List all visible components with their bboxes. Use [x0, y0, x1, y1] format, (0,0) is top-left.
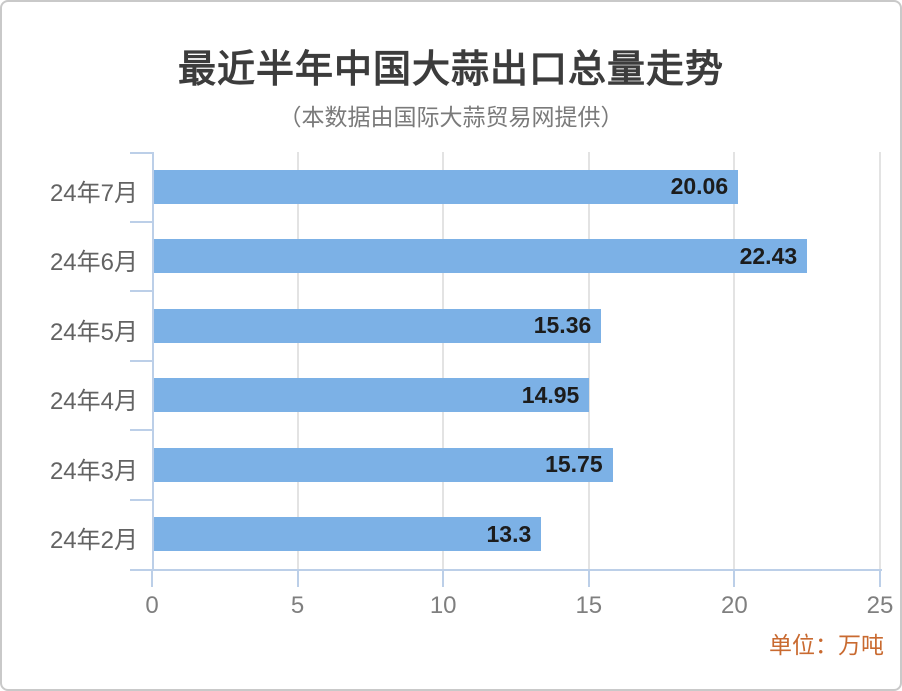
x-axis-tick-label: 20: [721, 592, 748, 619]
gridline: [733, 152, 736, 569]
x-axis-tick: [587, 569, 590, 587]
gridline: [879, 152, 881, 569]
category-label: 24年4月: [49, 388, 138, 416]
x-axis-tick-label: 15: [575, 592, 603, 619]
category-label: 24年6月: [49, 249, 138, 277]
x-axis-tick: [296, 569, 299, 587]
y-axis-tick: [130, 498, 152, 501]
bar-value-label: 20.06: [670, 173, 729, 200]
x-axis-tick: [879, 569, 881, 587]
y-axis-tick: [130, 359, 152, 362]
plot-area: 20.06 22.43 15.36 14.95 15.75 13.3: [130, 152, 881, 569]
x-axis-tick-label: 25: [866, 592, 894, 619]
chart-subtitle: （本数据由国际大蒜贸易网提供）: [278, 104, 624, 130]
bar: 14.95: [154, 378, 590, 413]
x-axis-tick-label: 10: [429, 592, 457, 619]
x-axis-tick-label: 5: [290, 592, 305, 619]
y-axis-tick: [130, 429, 152, 431]
bar-value-label: 13.3: [486, 520, 532, 547]
chart-title: 最近半年中国大蒜出口总量走势: [177, 49, 724, 91]
x-axis-tick-label: 0: [145, 592, 159, 619]
bar: 15.36: [154, 308, 602, 343]
y-axis-tick: [130, 220, 152, 223]
gridline: [296, 152, 299, 569]
bar: 15.75: [154, 447, 613, 482]
x-axis-tick: [733, 569, 736, 587]
bar: 13.3: [154, 517, 542, 552]
bar-value-label: 22.43: [739, 242, 798, 269]
bar: 20.06: [154, 169, 739, 204]
bar: 22.43: [154, 239, 808, 274]
category-label: 24年7月: [49, 179, 138, 207]
category-label: 24年3月: [49, 457, 138, 485]
bar-value-label: 15.36: [533, 312, 592, 339]
unit-label: 单位：万吨: [769, 632, 884, 658]
y-axis-line: [152, 152, 154, 569]
x-axis-line: [130, 569, 882, 571]
gridline: [587, 152, 590, 569]
bar-value-label: 15.75: [545, 451, 603, 478]
y-axis-tick: [130, 290, 152, 292]
category-label: 24年2月: [49, 527, 138, 555]
category-label: 24年5月: [49, 318, 138, 346]
gridline: [442, 152, 445, 569]
x-axis-tick: [151, 569, 153, 587]
y-axis-tick: [130, 152, 152, 154]
bar-value-label: 14.95: [521, 381, 580, 408]
x-axis-tick: [442, 569, 445, 587]
